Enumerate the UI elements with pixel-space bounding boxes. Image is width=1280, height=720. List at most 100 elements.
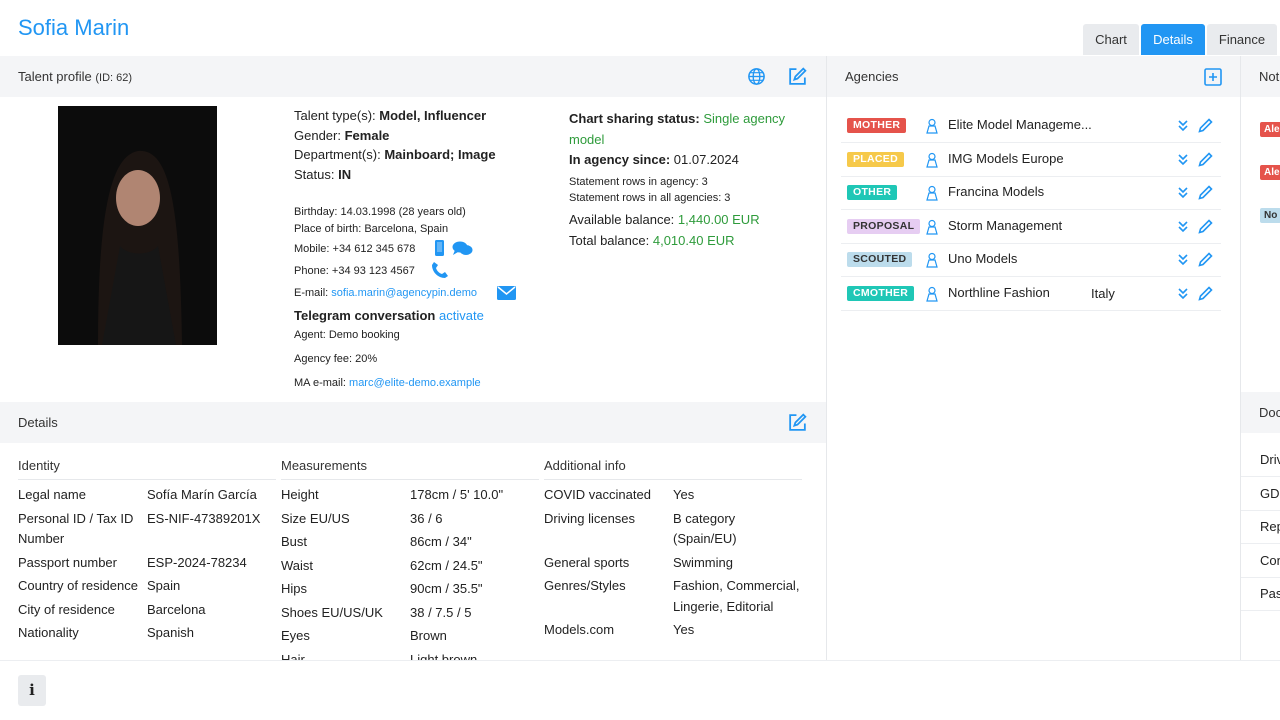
detail-row: Eyes Brown bbox=[281, 626, 539, 647]
detail-label: Waist bbox=[281, 557, 314, 573]
department: Department(s): Mainboard; Image bbox=[294, 147, 496, 162]
agency-tag: MOTHER bbox=[847, 118, 907, 133]
details-bar: Details bbox=[0, 402, 826, 443]
document-name[interactable]: Rep bbox=[1260, 519, 1280, 534]
edit-icon[interactable] bbox=[1198, 218, 1213, 234]
detail-label: Eyes bbox=[281, 628, 310, 643]
value: IN bbox=[338, 167, 352, 182]
agency-name[interactable]: Francina Models bbox=[948, 184, 1045, 199]
phone-icon[interactable] bbox=[431, 261, 449, 279]
info-button[interactable]: i bbox=[18, 675, 46, 706]
page-title: Sofia Marin bbox=[18, 15, 130, 40]
label: Department(s): bbox=[294, 147, 381, 162]
expand-icon[interactable] bbox=[1177, 253, 1189, 266]
label: Status: bbox=[294, 167, 335, 182]
agency-name[interactable]: Uno Models bbox=[948, 251, 1018, 266]
agency-since: In agency since: 01.07.2024 bbox=[569, 152, 739, 167]
person-icon[interactable] bbox=[925, 118, 939, 134]
agency-tag: CMOTHER bbox=[847, 285, 915, 301]
mobile-icon[interactable] bbox=[434, 239, 445, 257]
profile-photo bbox=[58, 106, 217, 345]
detail-value: Fashion, Commercial, Lingerie, Editorial bbox=[673, 578, 800, 614]
detail-label: Passport number bbox=[18, 554, 117, 570]
tab[interactable]: Chart bbox=[1083, 24, 1139, 55]
tab[interactable]: Finance bbox=[1207, 24, 1277, 55]
agency-name[interactable]: IMG Models Europe bbox=[948, 150, 1064, 166]
rows-agency: Statement rows in agency: 3 bbox=[569, 176, 708, 188]
available-balance: Available balance: 1,440.00 EUR bbox=[569, 212, 760, 227]
ma-email-link[interactable]: marc@elite-demo.example bbox=[349, 377, 481, 389]
divider bbox=[1240, 56, 1241, 660]
agency-name[interactable]: Northline Fashion bbox=[948, 284, 1050, 300]
add-icon[interactable] bbox=[1204, 68, 1222, 86]
birthplace: Place of birth: Barcelona, Spain bbox=[294, 223, 449, 235]
document-name[interactable]: Con bbox=[1260, 552, 1280, 568]
expand-icon[interactable] bbox=[1177, 220, 1189, 233]
agencies-heading: Agencies bbox=[845, 69, 899, 84]
birthday: Birthday: 14.03.1998 (28 years old) bbox=[294, 206, 466, 218]
telegram-activate[interactable]: activate bbox=[439, 308, 484, 323]
document-name[interactable]: Pas bbox=[1260, 586, 1280, 601]
document-row: Rep bbox=[1241, 510, 1280, 544]
document-row: Con bbox=[1241, 544, 1280, 578]
detail-group: Measurements Height 178cm / 5' 10.0" Size E… bbox=[281, 456, 539, 660]
expand-icon[interactable] bbox=[1177, 186, 1189, 199]
person-icon[interactable] bbox=[925, 152, 939, 168]
detail-row: Shoes EU/US/UK 38 / 7.5 / 5 bbox=[281, 603, 539, 624]
footer: i bbox=[0, 660, 1280, 720]
agency-fee: Agency fee: 20% bbox=[294, 353, 378, 365]
documents-heading: Doc bbox=[1259, 405, 1280, 420]
value: 01.07.2024 bbox=[673, 152, 739, 167]
edit-icon[interactable] bbox=[1198, 118, 1213, 133]
agency-name[interactable]: Elite Model Manageme... bbox=[948, 117, 1092, 132]
tab[interactable]: Details bbox=[1141, 24, 1205, 55]
person-icon[interactable] bbox=[925, 185, 939, 201]
edit-icon[interactable] bbox=[1198, 285, 1213, 301]
notes-bar: Not bbox=[1241, 56, 1280, 97]
talent-type: Talent type(s): Model, Influencer bbox=[294, 108, 486, 123]
notes-heading: Not bbox=[1259, 69, 1280, 84]
globe-icon[interactable] bbox=[747, 67, 766, 86]
agency-name[interactable]: Storm Management bbox=[948, 217, 1063, 233]
edit-icon[interactable] bbox=[1198, 185, 1213, 200]
document-name[interactable]: Driv bbox=[1260, 452, 1280, 467]
agency-tag: PROPOSAL bbox=[847, 218, 921, 234]
expand-icon[interactable] bbox=[1177, 119, 1189, 132]
expand-icon[interactable] bbox=[1177, 287, 1189, 300]
detail-label: Size EU/US bbox=[281, 510, 350, 526]
detail-row: Models.com Yes bbox=[544, 620, 802, 641]
edit-icon[interactable] bbox=[1198, 151, 1213, 167]
expand-icon[interactable] bbox=[1177, 153, 1189, 166]
detail-row: Passport number ESP-2024-78234 bbox=[18, 553, 276, 574]
email: E-mail: sofia.marin@agencypin.demo bbox=[294, 287, 477, 299]
email-link[interactable]: sofia.marin@agencypin.demo bbox=[331, 287, 477, 299]
telegram: Telegram conversation activate bbox=[294, 308, 484, 323]
edit-icon[interactable] bbox=[787, 66, 808, 87]
chat-icon[interactable] bbox=[452, 240, 473, 257]
group-title: Additional info bbox=[544, 456, 802, 480]
label: Available balance: bbox=[569, 212, 675, 227]
detail-row: Genres/Styles Fashion, Commercial, Linger… bbox=[544, 576, 802, 617]
mail-icon[interactable] bbox=[497, 286, 516, 300]
edit-icon[interactable] bbox=[787, 412, 808, 433]
edit-icon[interactable] bbox=[1198, 252, 1213, 267]
document-name[interactable]: GDI bbox=[1260, 485, 1280, 501]
agencies-bar: Agencies bbox=[827, 56, 1240, 97]
note-tag: Ale bbox=[1260, 122, 1280, 137]
document-row: Pas bbox=[1241, 577, 1280, 611]
agency-row: PROPOSAL Storm Management bbox=[841, 210, 1221, 244]
rows-all: Statement rows in all agencies: 3 bbox=[569, 192, 731, 204]
heading-text: Talent profile bbox=[18, 69, 92, 84]
detail-label: General sports bbox=[544, 554, 630, 570]
value: 4,010.40 EUR bbox=[652, 233, 735, 248]
person-icon[interactable] bbox=[925, 219, 939, 235]
agent: Agent: Demo booking bbox=[294, 329, 400, 341]
person-icon[interactable] bbox=[925, 286, 939, 302]
person-icon[interactable] bbox=[925, 252, 939, 268]
profile-bar: Talent profile (ID: 62) bbox=[0, 56, 826, 97]
detail-label: Bust bbox=[281, 534, 308, 549]
detail-row: City of residence Barcelona bbox=[18, 600, 276, 621]
detail-value: Sofía Marín García bbox=[147, 487, 257, 502]
detail-value: Light brown bbox=[410, 651, 478, 661]
label: Telegram conversation bbox=[294, 308, 436, 323]
